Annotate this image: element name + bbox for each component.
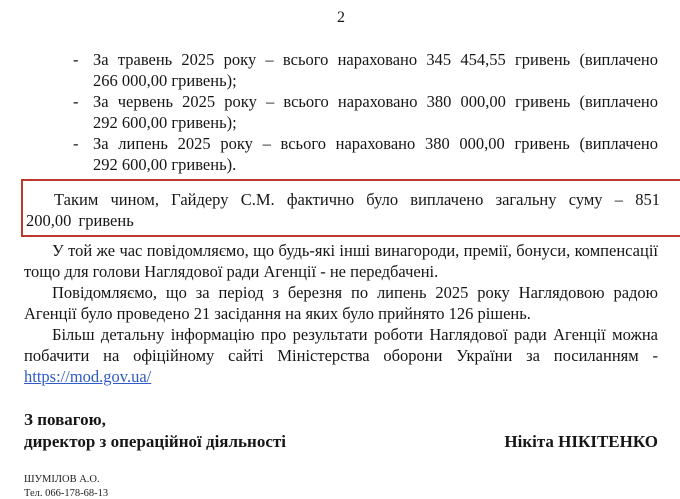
- highlighted-total-paragraph: Таким чином, Гайдеру С.М. фактично було …: [26, 190, 660, 230]
- list-item-june: - За червень 2025 року – всього нарахова…: [73, 91, 658, 133]
- list-dash: -: [73, 50, 79, 69]
- paragraph-meetings: Повідомляємо, що за період з березня по …: [24, 283, 658, 323]
- executor-name: ШУМІЛОВ А.О.: [24, 474, 100, 485]
- paragraph-other-rewards: У той же час повідомляємо, що будь-які і…: [24, 241, 658, 281]
- list-item-text: За липень 2025 року – всього нараховано …: [93, 134, 658, 174]
- list-dash: -: [73, 92, 79, 111]
- payments-list: - За травень 2025 року – всього нарахова…: [73, 49, 658, 175]
- mod-gov-link[interactable]: https://mod.gov.ua/: [24, 367, 152, 386]
- list-item-july: - За липень 2025 року – всього нарахован…: [73, 133, 658, 175]
- signer-position: директор з операційної діяльності: [24, 432, 286, 451]
- signer-name: Нікіта НІКІТЕНКО: [504, 432, 658, 451]
- paragraph-more-info: Більш детальну інформацію про результати…: [24, 324, 658, 387]
- page-number: 2: [337, 9, 345, 26]
- executor-phone: Тел. 066-178-68-13: [24, 488, 109, 499]
- list-dash: -: [73, 134, 79, 153]
- red-highlight-box: Таким чином, Гайдеру С.М. фактично було …: [21, 179, 680, 237]
- signature-block: З повагою, директор з операційної діяльн…: [24, 409, 658, 453]
- list-item-text: За червень 2025 року – всього нараховано…: [93, 92, 658, 132]
- closing-line: З повагою,: [24, 410, 106, 429]
- more-info-text: Більш детальну інформацію про результати…: [24, 325, 658, 365]
- signature-row: директор з операційної діяльності Нікіта…: [24, 431, 658, 453]
- executor-footer: ШУМІЛОВ А.О. Тел. 066-178-68-13: [24, 473, 658, 499]
- list-item-text: За травень 2025 року – всього нараховано…: [93, 50, 658, 90]
- list-item-may: - За травень 2025 року – всього нарахова…: [73, 49, 658, 91]
